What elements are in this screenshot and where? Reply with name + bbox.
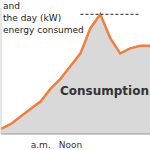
svg-text:a.m.: a.m. <box>31 140 51 150</box>
html-text:energy consumed: energy consumed <box>3 25 84 35</box>
html-text:Consumption: Consumption <box>60 84 149 98</box>
html-text:the day (kW): the day (kW) <box>3 13 62 23</box>
svg-text:Noon: Noon <box>59 140 82 150</box>
html-text:and: and <box>3 1 20 11</box>
